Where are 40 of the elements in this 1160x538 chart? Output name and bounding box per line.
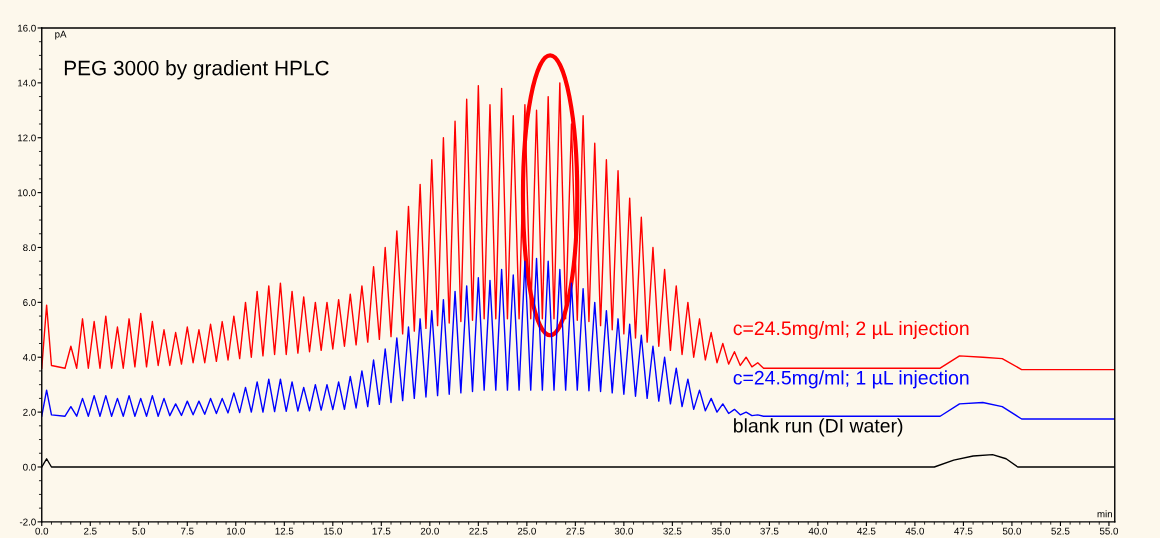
x-tick-label: 15.0 xyxy=(324,527,342,535)
y-tick-label: 0.0 xyxy=(23,463,36,471)
series-label: c=24.5mg/ml; 1 µL injection xyxy=(733,370,969,389)
text: PEG 3000 by gradient HPLC xyxy=(64,60,329,80)
x-tick-label: 12.5 xyxy=(275,527,294,535)
x-tick-label: 5.0 xyxy=(132,527,146,535)
y-tick-label: 16.0 xyxy=(18,24,36,32)
y-axis-title: pA xyxy=(55,30,67,40)
x-tick-label: 27.5 xyxy=(566,527,585,535)
line-series xyxy=(41,257,1115,420)
x-tick-label: 7.5 xyxy=(181,527,194,535)
y-tick-label: 8.0 xyxy=(23,244,36,252)
x-tick-label: 25.0 xyxy=(517,527,536,535)
y-tick-label: -2.0 xyxy=(19,518,36,526)
x-tick-label: 45.0 xyxy=(905,527,924,535)
series-label: c=24.5mg/ml; 2 µL injection xyxy=(733,320,969,340)
x-tick-label: 40.0 xyxy=(808,527,827,535)
x-tick-label: 42.5 xyxy=(857,527,876,535)
y-tick-label: 2.0 xyxy=(23,408,36,416)
x-tick-label: 32.5 xyxy=(663,527,682,535)
x-tick-label: 55.0 xyxy=(1099,527,1119,535)
x-tick-label: 47.5 xyxy=(954,527,973,535)
x-tick-label: 17.5 xyxy=(372,527,391,535)
x-tick-label: 52.5 xyxy=(1051,527,1070,535)
x-tick-label: 30.0 xyxy=(614,527,633,535)
x-tick-label: 22.5 xyxy=(469,527,488,535)
y-tick-label: 6.0 xyxy=(23,299,36,306)
x-tick-label: 2.5 xyxy=(84,527,97,535)
x-axis-title: min xyxy=(1097,510,1112,518)
y-tick-label: 10.0 xyxy=(18,189,36,197)
x-tick-label: 0.0 xyxy=(35,527,49,535)
x-tick-label: 35.0 xyxy=(711,527,730,535)
y-tick-label: 14.0 xyxy=(18,79,36,87)
y-tick-label: 4.0 xyxy=(22,353,36,361)
x-tick-label: 10.0 xyxy=(227,527,245,535)
series-label: blank run (DI water) xyxy=(734,418,903,437)
x-tick-label: 50.0 xyxy=(1002,527,1021,535)
x-tick-label: 20.0 xyxy=(420,527,439,535)
x-tick-label: 37.5 xyxy=(760,527,779,535)
y-tick-label: 12.0 xyxy=(18,134,36,142)
